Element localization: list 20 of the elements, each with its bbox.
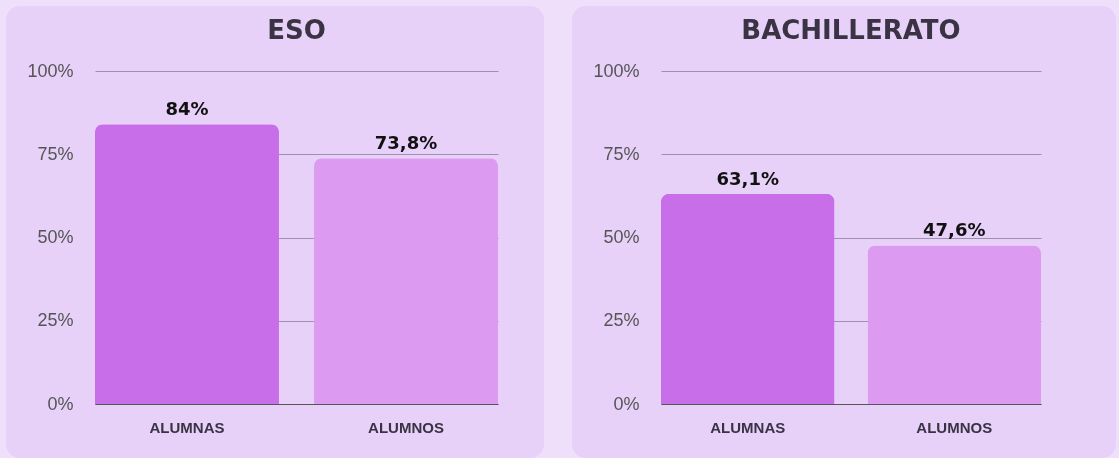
x-tick-label: ALUMNOS (916, 418, 993, 436)
y-tick-label: 0% (47, 393, 74, 414)
x-tick-label: ALUMNAS (710, 418, 786, 436)
y-tick-label: 0% (613, 393, 640, 414)
data-label: 73,8% (374, 132, 438, 154)
y-tick-label: 75% (603, 143, 640, 164)
chart-title: BACHILLERATO (741, 15, 961, 45)
y-tick-label: 75% (37, 143, 74, 164)
chart-title: ESO (267, 15, 326, 45)
y-tick-label: 25% (603, 310, 640, 331)
y-tick-label: 25% (37, 310, 74, 331)
x-tick-label: ALUMNAS (149, 418, 225, 436)
data-label: 84% (165, 98, 209, 120)
data-label: 47,6% (923, 219, 986, 241)
y-tick-label: 100% (593, 60, 640, 81)
y-tick-label: 100% (27, 60, 74, 81)
data-label: 63,1% (716, 167, 779, 189)
y-tick-label: 50% (37, 227, 74, 247)
x-tick-label: ALUMNOS (368, 418, 444, 436)
y-tick-label: 50% (603, 227, 640, 247)
